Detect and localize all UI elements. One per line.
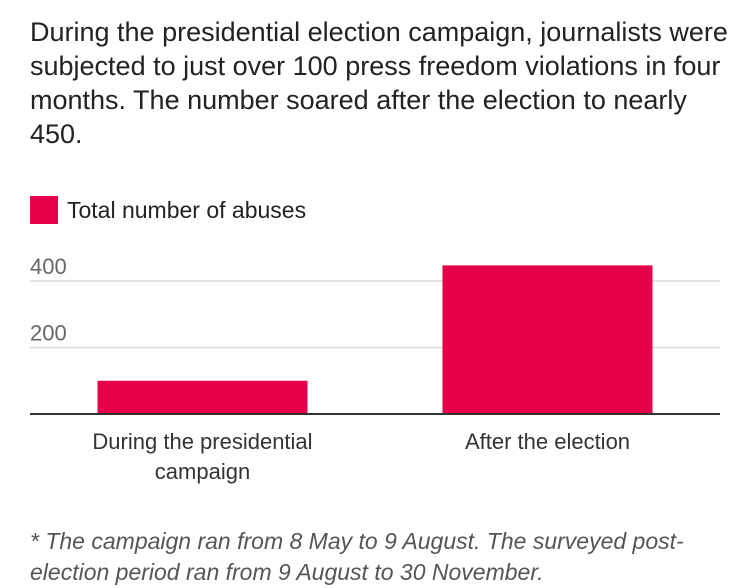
legend-swatch [30,196,58,224]
y-tick-label: 200 [30,321,67,346]
chart-title: During the presidential election campaig… [30,17,728,149]
bar [97,380,308,414]
legend: Total number of abuses [30,196,306,224]
y-tick-label: 400 [30,254,67,279]
legend-label: Total number of abuses [67,196,307,223]
footnote: * The campaign ran from 8 May to 9 Augus… [30,528,684,585]
x-category-label: During the presidential campaign [92,429,312,484]
x-category-label: After the election [465,429,630,454]
bar [442,265,653,414]
